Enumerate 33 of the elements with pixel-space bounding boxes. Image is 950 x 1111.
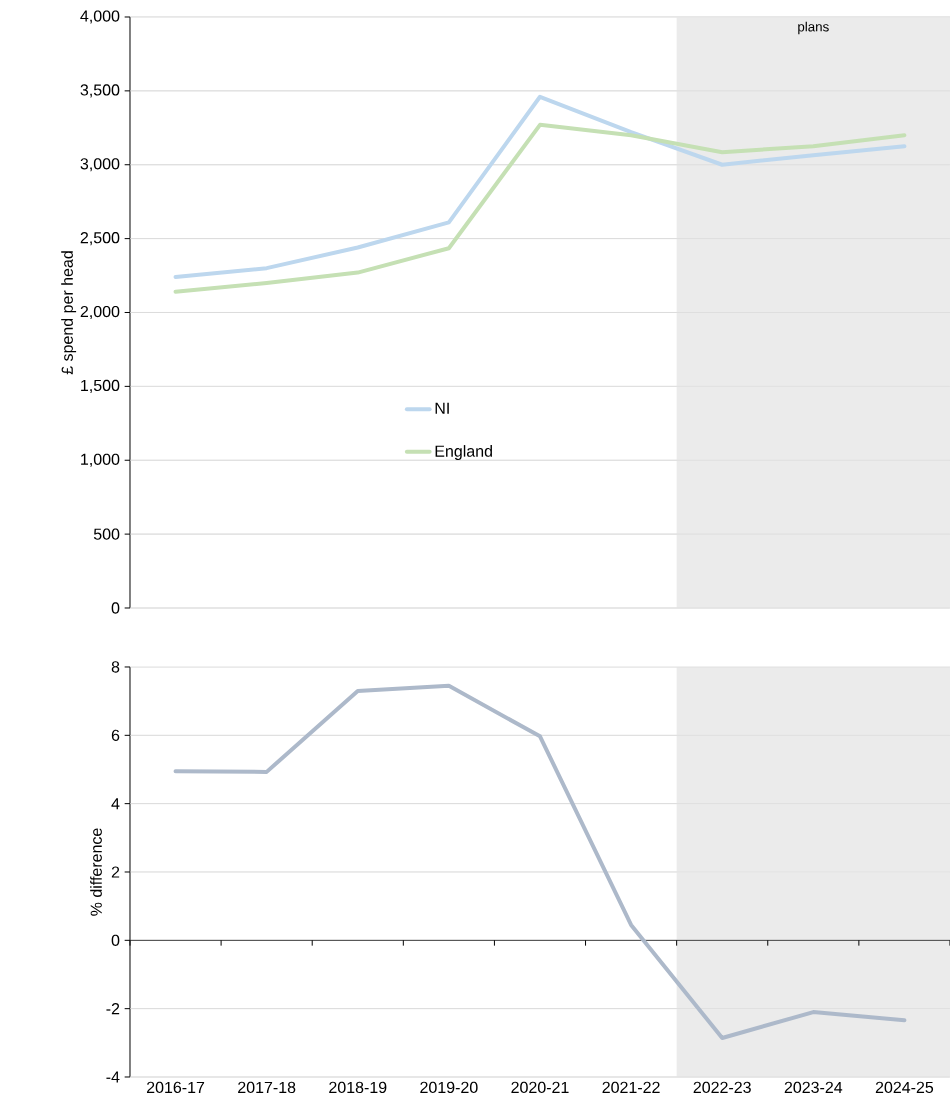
y-tick-label: 8 [111,661,120,673]
line-series [173,94,907,280]
x-tick-label: 2020-21 [511,1081,569,1094]
x-tick-label: 2017-18 [237,1081,296,1094]
line-series [173,122,907,294]
y-tick-label: 2,000 [80,305,120,320]
x-tick-label: 2016-17 [146,1081,204,1094]
y-tick-label: 2,500 [80,232,120,246]
y-tick-label: 2 [111,866,119,878]
legend-label: NI [435,402,449,414]
legend-label: England [435,445,492,460]
x-tick-label: 2021-22 [602,1081,660,1094]
y-tick-label: -2 [106,1003,119,1015]
x-tick-label: 2023-24 [784,1081,842,1094]
x-tick-label: 2018-19 [328,1081,387,1094]
y-tick-label: 1,000 [80,453,120,467]
y-axis-title: £ spend per head [60,251,76,375]
band-label: plans [798,21,829,35]
y-tick-label: 0 [111,602,120,614]
y-tick-label: 3,000 [80,158,120,172]
line-series [173,683,907,1041]
y-tick-label: 4 [111,798,120,810]
x-tick-label: 2022-23 [693,1081,751,1094]
y-axis-title: % difference [89,828,102,916]
y-tick-label: 6 [111,729,120,741]
y-tick-label: 1,500 [80,379,120,393]
x-tick-label: 2024-25 [875,1081,933,1094]
y-tick-label: 3,500 [80,84,120,98]
y-tick-label: 500 [93,528,120,540]
y-tick-label: 4,000 [80,10,120,24]
x-tick-label: 2019-20 [420,1081,478,1094]
y-tick-label: 0 [111,934,120,946]
y-tick-label: -4 [106,1071,120,1083]
